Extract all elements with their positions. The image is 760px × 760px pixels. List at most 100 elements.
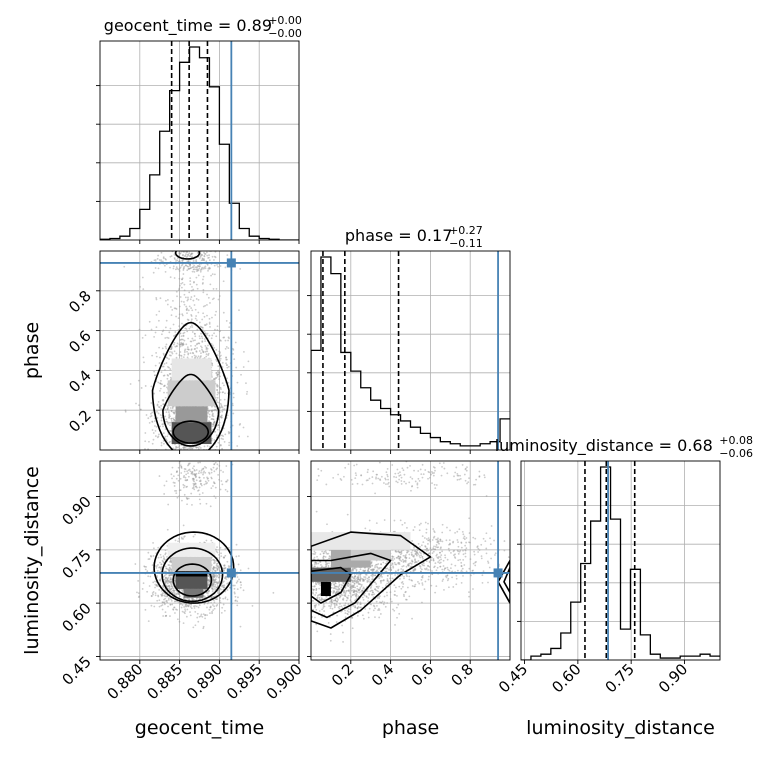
panel-phase-vs-geocent_time-point bbox=[201, 259, 204, 261]
panel-phase-vs-geocent_time-point bbox=[201, 257, 204, 260]
panel-phase-vs-geocent_time-point bbox=[158, 356, 161, 359]
panel-luminosity_distance-vs-geocent_time-point bbox=[181, 604, 184, 606]
panel-luminosity_distance-vs-phase-point bbox=[389, 591, 392, 594]
panel-phase-vs-geocent_time-point bbox=[225, 358, 228, 361]
panel-phase-vs-geocent_time-point bbox=[191, 447, 193, 450]
panel-phase-vs-geocent_time-point bbox=[157, 254, 160, 257]
panel-phase-vs-geocent_time-point bbox=[225, 320, 228, 322]
panel-phase-vs-geocent_time-point bbox=[167, 337, 170, 339]
panel-phase-vs-geocent_time-point bbox=[187, 447, 190, 450]
panel-phase-vs-geocent_time-point bbox=[175, 315, 177, 318]
hist-phase-title-plus: +0.27 bbox=[449, 224, 483, 237]
panel-luminosity_distance-vs-geocent_time-point bbox=[219, 546, 222, 549]
panel-luminosity_distance-vs-phase-point bbox=[309, 565, 311, 567]
panel-phase-vs-geocent_time-point bbox=[204, 340, 207, 343]
panel-phase-vs-geocent_time-point bbox=[157, 456, 159, 458]
panel-phase-vs-geocent_time-point bbox=[220, 404, 223, 407]
panel-luminosity_distance-vs-geocent_time-point bbox=[157, 556, 160, 559]
panel-phase-vs-geocent_time-point bbox=[193, 295, 196, 297]
hist-luminosity_distance-border bbox=[520, 460, 721, 661]
panel-phase-vs-geocent_time-point bbox=[204, 267, 207, 270]
panel-luminosity_distance-vs-geocent_time-point bbox=[189, 458, 191, 460]
panel-phase-vs-geocent_time-point bbox=[195, 298, 198, 300]
panel-phase-vs-geocent_time-point bbox=[232, 392, 235, 395]
panel-luminosity_distance-vs-phase-point bbox=[367, 616, 370, 619]
panel-luminosity_distance-vs-geocent_time-point bbox=[169, 570, 172, 572]
panel-phase-vs-geocent_time-point bbox=[163, 362, 166, 365]
panel-phase-vs-geocent_time-point bbox=[197, 274, 200, 277]
panel-luminosity_distance-vs-geocent_time-point bbox=[158, 599, 161, 602]
panel-luminosity_distance-vs-geocent_time-point bbox=[193, 488, 196, 491]
panel-luminosity_distance-vs-geocent_time-point bbox=[213, 482, 216, 485]
panel-luminosity_distance-vs-geocent_time-point bbox=[218, 556, 221, 559]
panel-luminosity_distance-vs-geocent_time-point bbox=[227, 546, 230, 549]
panel-phase-vs-geocent_time-point bbox=[228, 322, 231, 324]
panel-luminosity_distance-vs-geocent_time-point bbox=[239, 581, 242, 584]
panel-phase-vs-geocent_time-point bbox=[219, 355, 221, 358]
panel-phase-vs-geocent_time-point bbox=[214, 328, 216, 331]
panel-luminosity_distance-vs-geocent_time-point bbox=[183, 475, 186, 477]
panel-luminosity_distance-vs-geocent_time-point bbox=[213, 607, 216, 610]
panel-luminosity_distance-vs-phase-point bbox=[318, 610, 321, 612]
panel-phase-vs-geocent_time-point bbox=[217, 458, 219, 460]
panel-luminosity_distance-vs-geocent_time-point bbox=[171, 586, 174, 589]
panel-luminosity_distance-vs-geocent_time-point bbox=[195, 456, 197, 458]
panel-luminosity_distance-vs-geocent_time-point bbox=[242, 589, 245, 592]
panel-phase-vs-geocent_time-point bbox=[206, 350, 209, 353]
panel-luminosity_distance-vs-geocent_time-point bbox=[173, 485, 176, 487]
panel-luminosity_distance-vs-phase-point bbox=[330, 603, 333, 606]
panel-phase-vs-geocent_time-point bbox=[201, 318, 204, 321]
panel-phase-vs-geocent_time-point bbox=[161, 260, 164, 263]
panel-phase-vs-geocent_time-point bbox=[165, 438, 168, 441]
panel-luminosity_distance-vs-geocent_time-point bbox=[213, 599, 215, 602]
panel-phase-vs-geocent_time-point bbox=[164, 408, 167, 411]
panel-luminosity_distance-vs-geocent_time-point bbox=[147, 551, 150, 554]
panel-phase-vs-geocent_time-point bbox=[198, 321, 201, 324]
panel-luminosity_distance-vs-geocent_time-point bbox=[186, 608, 189, 611]
panel-phase-vs-geocent_time-point bbox=[181, 344, 184, 347]
panel-phase-vs-geocent_time-point bbox=[188, 451, 190, 453]
panel-phase-vs-geocent_time-point bbox=[218, 386, 221, 389]
panel-luminosity_distance-vs-geocent_time-point bbox=[198, 470, 201, 473]
panel-phase-vs-geocent_time-point bbox=[193, 456, 195, 458]
panel-phase-vs-geocent_time-point bbox=[180, 343, 183, 346]
panel-luminosity_distance-vs-geocent_time-point bbox=[211, 570, 214, 573]
panel-luminosity_distance-vs-phase-point bbox=[376, 597, 379, 599]
panel-phase-vs-geocent_time-point bbox=[216, 375, 219, 378]
panel-phase-vs-geocent_time-point bbox=[207, 257, 209, 259]
panel-luminosity_distance-vs-geocent_time-contour-2 bbox=[153, 531, 235, 604]
panel-luminosity_distance-vs-geocent_time-point bbox=[166, 528, 169, 531]
panel-luminosity_distance-vs-phase-point bbox=[381, 586, 384, 589]
panel-phase-vs-geocent_time-point bbox=[211, 298, 214, 301]
panel-phase-vs-geocent_time-point bbox=[153, 335, 156, 338]
panel-phase-vs-geocent_time-point bbox=[189, 253, 192, 256]
panel-phase-vs-geocent_time-point bbox=[187, 353, 190, 356]
hist-geocent_time-border bbox=[99, 40, 300, 241]
panel-phase-vs-geocent_time-point bbox=[239, 268, 242, 270]
panel-luminosity_distance-vs-geocent_time-point bbox=[189, 605, 192, 608]
panel-phase-vs-geocent_time-point bbox=[183, 349, 186, 352]
panel-phase-vs-geocent_time-point bbox=[216, 428, 219, 431]
panel-phase-vs-geocent_time-point bbox=[170, 306, 172, 308]
panel-luminosity_distance-vs-geocent_time-point bbox=[235, 543, 238, 546]
panel-phase-vs-geocent_time-point bbox=[201, 326, 204, 329]
panel-luminosity_distance-vs-geocent_time-point bbox=[234, 600, 237, 602]
panel-luminosity_distance-vs-phase-point bbox=[332, 599, 335, 602]
panel-luminosity_distance-vs-geocent_time-point bbox=[182, 486, 185, 489]
panel-phase-vs-geocent_time-point bbox=[172, 248, 174, 250]
panel-phase-vs-geocent_time-point bbox=[216, 371, 219, 373]
panel-phase-vs-geocent_time-point bbox=[216, 263, 219, 266]
panel-luminosity_distance-vs-geocent_time-point bbox=[226, 560, 229, 563]
panel-phase-vs-geocent_time-point bbox=[182, 332, 185, 335]
panel-phase-vs-geocent_time-point bbox=[180, 355, 183, 357]
panel-phase-vs-geocent_time-point bbox=[171, 451, 173, 453]
panel-luminosity_distance-vs-geocent_time-point bbox=[165, 614, 167, 617]
panel-phase-vs-geocent_time-point bbox=[200, 352, 202, 355]
panel-phase-vs-geocent_time-point bbox=[207, 354, 210, 356]
panel-phase-vs-geocent_time-point bbox=[164, 435, 167, 438]
panel-phase-vs-geocent_time-point bbox=[222, 408, 224, 411]
panel-luminosity_distance-vs-geocent_time-point bbox=[160, 556, 163, 559]
panel-luminosity_distance-vs-geocent_time-point bbox=[162, 586, 165, 589]
panel-luminosity_distance-vs-phase-point bbox=[398, 612, 401, 615]
panel-phase-vs-geocent_time-point bbox=[180, 282, 183, 285]
